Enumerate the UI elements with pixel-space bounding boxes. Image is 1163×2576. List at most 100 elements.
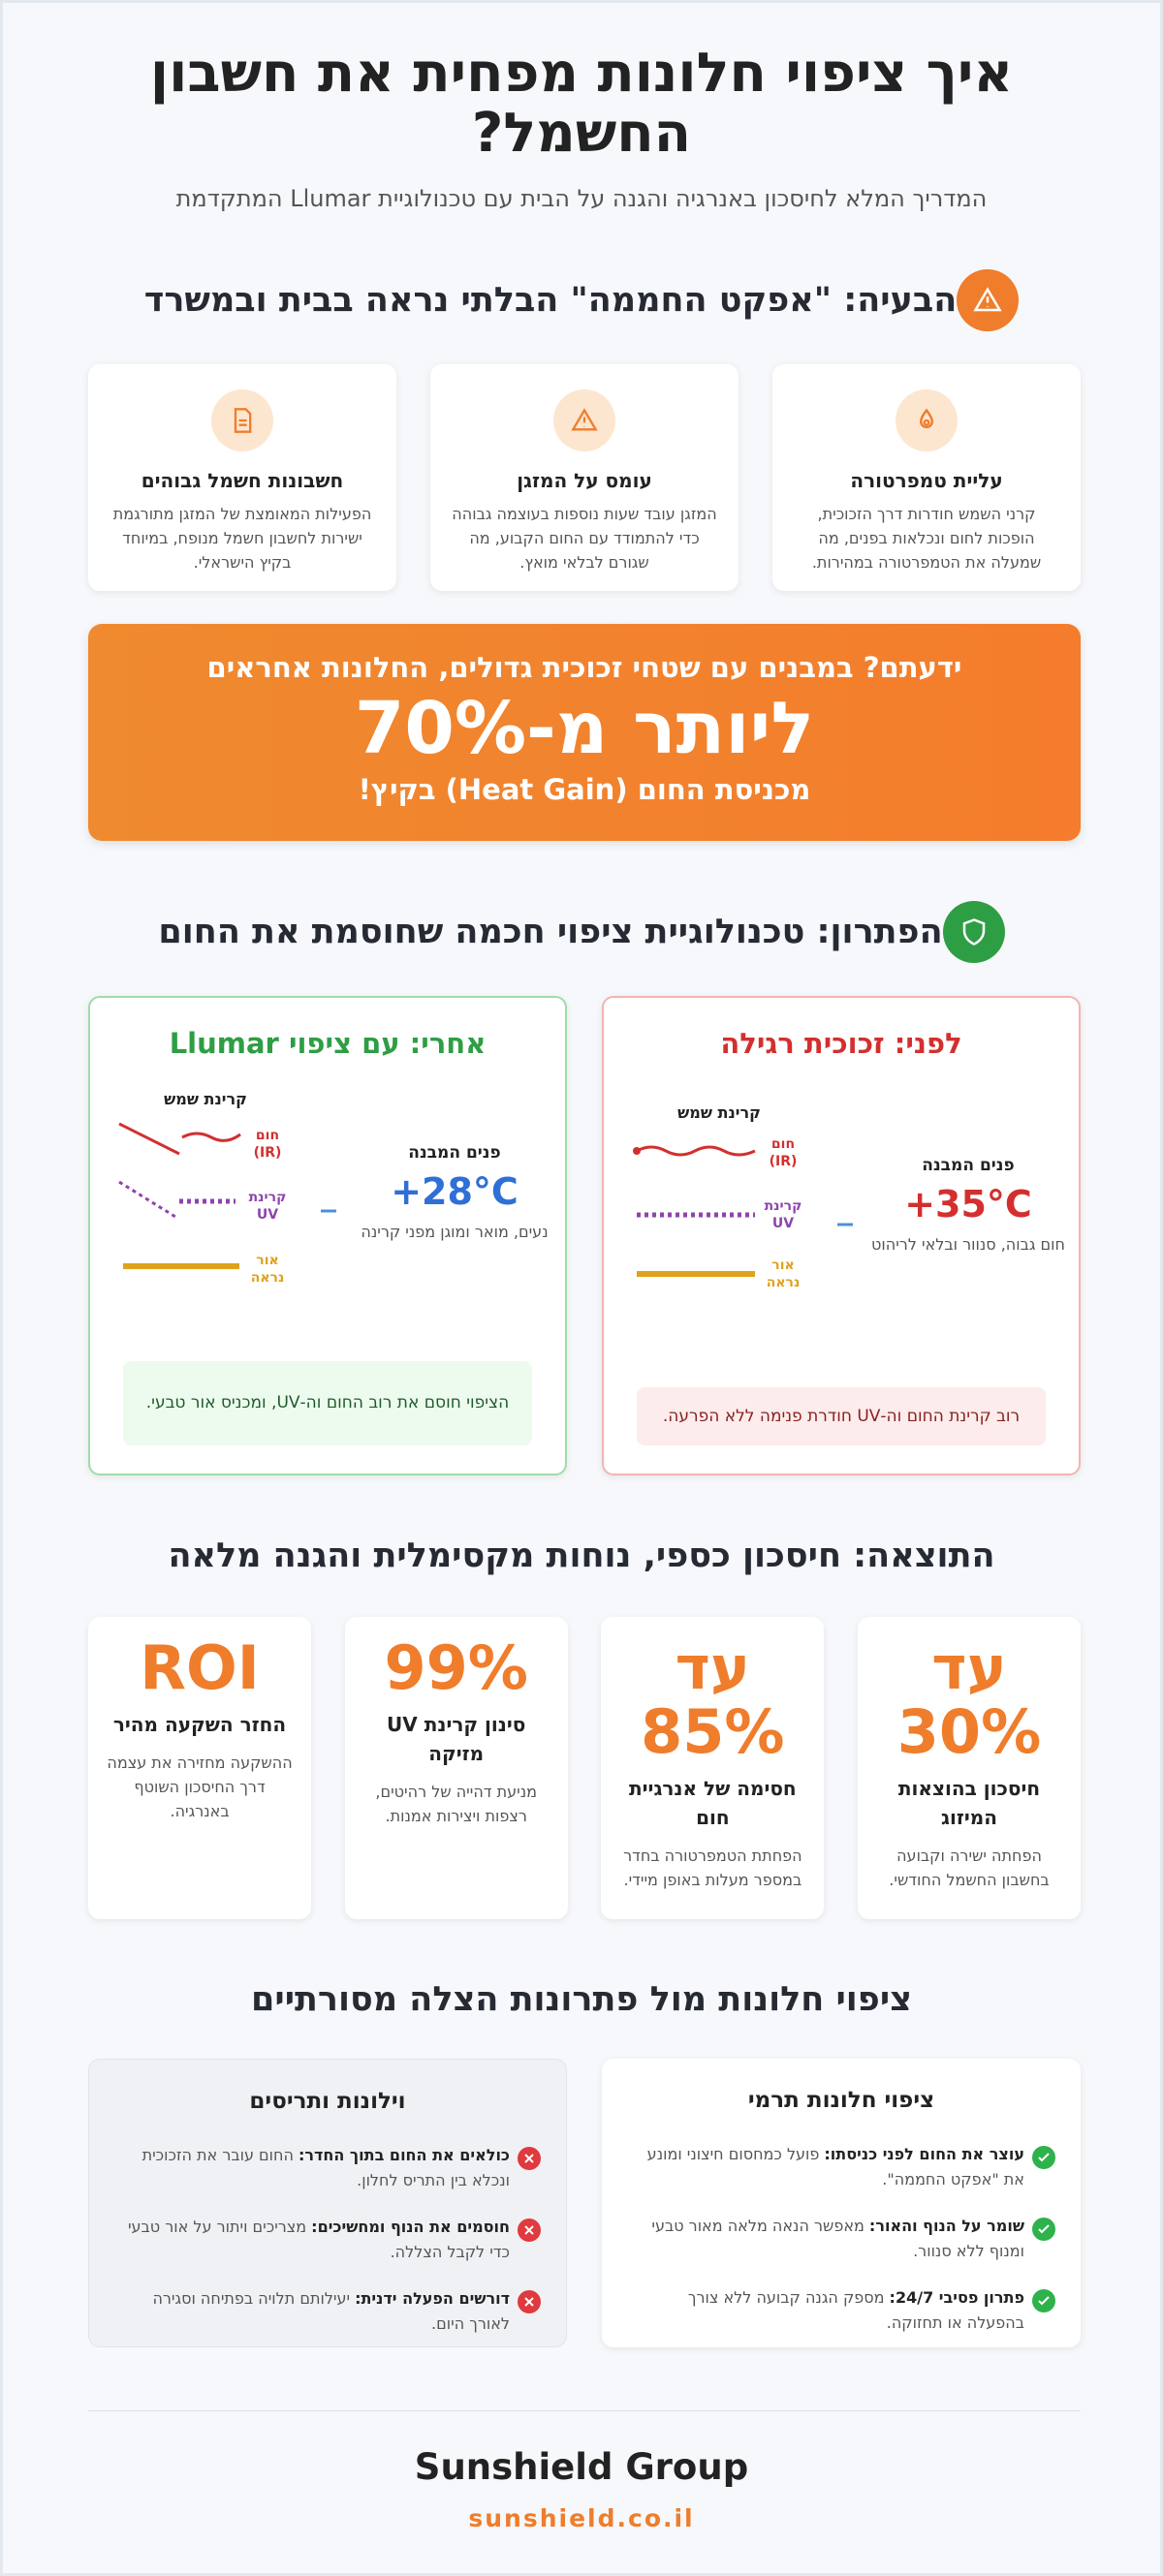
list-item: פתרון פסיבי 24/7:מספק הגנה קבועה ללא צור…: [627, 2285, 1055, 2336]
section-heading: הפתרון: טכנולוגיית ציפוי חכמה שחוסמת את …: [3, 901, 1160, 963]
stat: עד 30%: [896, 1632, 1042, 1767]
stat: 99%: [384, 1632, 528, 1703]
interior-label: פנים המבנה: [922, 1156, 1015, 1175]
section-heading: הבעיה: "אפקט החממה" הבלתי נראה בבית ובמש…: [3, 269, 1160, 331]
heading-text: הפתרון: טכנולוגיית ציפוי חכמה שחוסמת את …: [158, 913, 943, 951]
ir-ray: [118, 1122, 180, 1156]
result-card: ROI החזר השקעה מהיר ההשקעה מחזירה את עצמה …: [88, 1617, 312, 1919]
shield-icon: [942, 901, 1005, 963]
card-text: הפחתת הטמפרטורה בחדר במספר מעלות באופן מ…: [623, 1847, 802, 1889]
uv-label: קרינת UV: [764, 1198, 802, 1231]
item-text: חוסמים את הנוף ומחשיכים:מצריכים ויתור על…: [114, 2215, 510, 2265]
icon-part: [234, 408, 252, 433]
stat: עד 85%: [641, 1632, 785, 1767]
icon-part: [1038, 2153, 1050, 2162]
result-card: עד 85% חסימה של אנרגיית חום הפחתת הטמפרטור…: [601, 1617, 825, 1919]
icon-part: [1038, 2153, 1050, 2162]
sun-label: קרינת שמש: [677, 1103, 761, 1122]
card-text: הפעילות המאומצת של המזגן מתורגמת ישירות …: [112, 505, 372, 572]
fact-banner: ידעתם? במבנים עם שטחי זכוכית גדולים, החל…: [88, 624, 1081, 841]
item-body: החום עובר את הזכוכית ונכלא בין התריס לחל…: [141, 2146, 510, 2189]
card-title: חיסכון בהוצאות המיזוג: [897, 1777, 1041, 1829]
icon-part: [571, 408, 598, 431]
icon-part: [524, 2225, 534, 2235]
comparison-heading-row: ציפוי חלונות מול פתרונות הצלה מסורתיים: [3, 1969, 1160, 2031]
ir-ray: [636, 1145, 756, 1157]
card-text: ההשקעה מחזירה את עצמה דרך החיסכון השוטף …: [107, 1754, 293, 1820]
list-item: דורשים הפעלה ידנית:יעילותם תלויה בפתיחה …: [114, 2286, 541, 2337]
icon-part: [524, 2297, 534, 2307]
icon: [962, 918, 985, 946]
card-text: הפחתה ישירה וקבועה בחשבון החשמל החודשי.: [889, 1847, 1050, 1889]
list-item: עוצר את החום לפני כניסתו:פועל כמחסום חיצ…: [627, 2142, 1055, 2192]
comparison-card: וילונות ותריסים כולאים את החום בתוך החדר:…: [88, 2059, 567, 2347]
icon-part: [919, 408, 934, 429]
cross-icon: [518, 2290, 541, 2313]
item-lead: שומר על הנוף והאור:: [868, 2217, 1024, 2235]
icon-part: [1038, 2296, 1050, 2306]
banner-highlight: ליותר מ-70%: [354, 687, 815, 770]
cross-icon: [518, 2147, 541, 2170]
icon-part: [1038, 2224, 1050, 2234]
results-heading-row: התוצאה: חיסכון כספי, נוחות מקסימלית והגנ…: [3, 1525, 1160, 1587]
check-icon: [1032, 2146, 1055, 2169]
item-lead: דורשים הפעלה ידנית:: [355, 2289, 510, 2308]
icon-part: [962, 918, 985, 946]
results-cards: עד 30% חיסכון בהוצאות המיזוג הפחתה ישירה ו…: [88, 1617, 1081, 1919]
icon-part: [571, 408, 598, 431]
item-text: פתרון פסיבי 24/7:מספק הגנה קבועה ללא צור…: [627, 2285, 1024, 2336]
item-body: יעילותם תלויה בפתיחה וסגירה לאורך היום.: [152, 2289, 510, 2333]
card-title: עליית טמפרטורה: [850, 469, 1003, 492]
after-card: אחרי: עם ציפוי Llumar קרינת שמש חום (IR)…: [88, 996, 567, 1475]
rays: [118, 1122, 336, 1269]
item-body: מצריכים ויתור על אור טבעי כדי לקבל הצללה…: [127, 2218, 510, 2261]
check-icon: [1032, 2218, 1055, 2241]
subtitle: המדריך המלא לחיסכון באנרגיה והגנה על הבי…: [175, 185, 988, 212]
icon-part: [234, 408, 252, 433]
card-title: חשבונות חשמל גבוהים: [141, 469, 344, 492]
item-text: כולאים את החום בתוך החדר:החום עובר את הז…: [114, 2143, 510, 2193]
header: איך ציפוי חלונות מפחית את חשבון החשמל? ה…: [3, 44, 1160, 213]
interior-text: חום גבוה, סנוור ובלאי לריהוט: [871, 1235, 1065, 1254]
icon-part: [238, 419, 247, 426]
problem-card: עליית טמפרטורה קרני השמש חודרות דרך הזכוכ…: [772, 364, 1081, 591]
icon-part: [1038, 2224, 1050, 2234]
divider: [88, 2410, 1081, 2411]
item-lead: עוצר את החום לפני כניסתו:: [824, 2145, 1024, 2163]
card-title: החזר השקעה מהיר: [112, 1713, 287, 1736]
icon-part: [524, 2225, 534, 2235]
before-after: לפני: זכוכית רגילה קרינת שמש חום (IR) קר…: [88, 996, 1081, 1475]
banner-tail: מכניסת החום (Heat Gain) בקיץ!: [358, 773, 811, 806]
card-icon: [896, 389, 958, 451]
item-lead: חוסמים את הנוף ומחשיכים:: [311, 2218, 510, 2236]
interior: פנים המבנה 28°C+ נעים, מואר ומוגן מפני ק…: [358, 1143, 551, 1244]
heading-text: הבעיה: "אפקט החממה" הבלתי נראה בבית ובמש…: [143, 281, 958, 320]
problem-cards: עליית טמפרטורה קרני השמש חודרות דרך הזכוכ…: [88, 364, 1081, 591]
sun-label: קרינת שמש: [164, 1090, 247, 1108]
item-text: שומר על הנוף והאור:מאפשר הנאה מלאה מאור …: [627, 2214, 1024, 2264]
card-text: מניעת דהייה של רהיטים, רצפות ויצירות אמנ…: [375, 1783, 537, 1825]
problem-card: חשבונות חשמל גבוהים הפעילות המאומצת של המ…: [88, 364, 396, 591]
light-label: אור נראה: [250, 1253, 285, 1286]
list-item: שומר על הנוף והאור:מאפשר הנאה מלאה מאור …: [627, 2214, 1055, 2264]
temperature: 28°C+: [391, 1170, 519, 1213]
item-text: דורשים הפעלה ידנית:יעילותם תלויה בפתיחה …: [114, 2286, 510, 2337]
stat: ROI: [140, 1632, 260, 1703]
card-text: המזגן עובד שעות נוספות בעוצמה גבוהה כדי …: [452, 505, 717, 572]
card-title: עומס על המזגן: [517, 469, 652, 492]
note: רוב קרינת החום וה-UV חודרת פנימה ללא הפר…: [637, 1387, 1046, 1445]
icon-part: [973, 287, 1002, 312]
card-title: ציפוי חלונות תרמי: [747, 2088, 935, 2113]
ir-label: חום (IR): [253, 1128, 282, 1161]
icon-part: [919, 408, 934, 429]
interior-text: נעים, מואר ומוגן מפני קרינה: [361, 1223, 549, 1241]
check-icon: [1032, 2289, 1055, 2312]
warning-icon: [957, 269, 1020, 331]
card-title: סינון קרינת UV מזיקה: [387, 1713, 526, 1765]
icon: [973, 287, 1002, 312]
icon-part: [524, 2297, 534, 2307]
card-title: אחרי: עם ציפוי Llumar: [169, 1027, 487, 1060]
item-lead: פתרון פסיבי 24/7:: [889, 2288, 1024, 2307]
item-lead: כולאים את החום בתוך החדר:: [298, 2146, 510, 2164]
